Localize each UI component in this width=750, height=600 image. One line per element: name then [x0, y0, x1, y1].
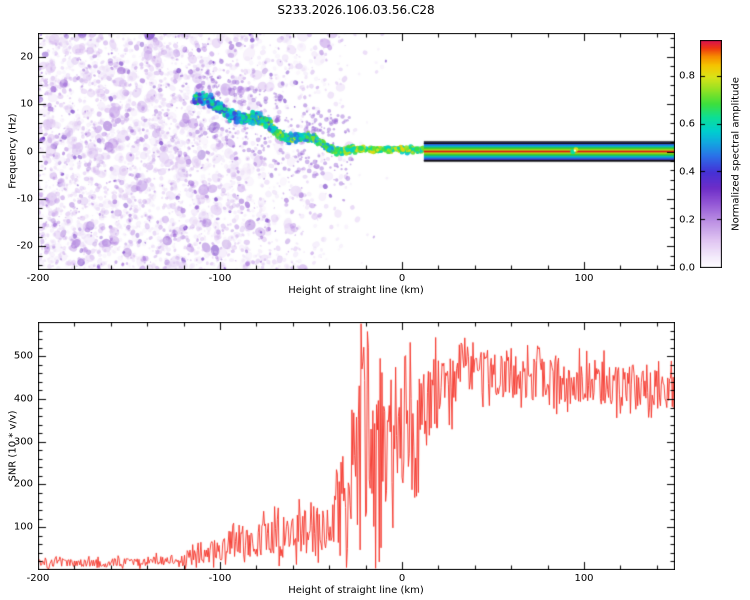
colorbar-tick-label: 0.6 — [679, 118, 695, 130]
snr-y-tick-label: 300 — [13, 436, 33, 448]
spectrogram-y-axis-label: Frequency (Hz) — [7, 113, 19, 189]
spectrogram-x-tick-label: -100 — [208, 273, 232, 284]
figure-title: S233.2026.106.03.56.C28 — [277, 3, 435, 17]
colorbar-label: Normalized spectral amplitude — [730, 77, 742, 231]
snr-y-tick-label: 100 — [13, 521, 33, 533]
spectrogram-y-tick-label: 10 — [20, 98, 33, 110]
colorbar-tick-label: 0.2 — [679, 214, 695, 226]
snr-plot-canvas — [38, 322, 675, 570]
snr-x-tick-label: 0 — [398, 573, 406, 584]
snr-y-tick-label: 500 — [13, 350, 33, 362]
spectrogram-y-tick-label: 0 — [26, 146, 33, 157]
colorbar-tick-label: 0.4 — [679, 166, 695, 178]
colorbar-tick-label: 0.8 — [679, 70, 695, 82]
snr-x-tick-label: -100 — [208, 573, 232, 584]
colorbar-tick-label: 0.0 — [679, 262, 695, 274]
spectrogram-x-axis-label: Height of straight line (km) — [288, 285, 424, 296]
snr-y-tick-label: 200 — [13, 478, 33, 490]
spectrogram-x-tick-label: 100 — [574, 273, 594, 284]
snr-x-tick-label: -200 — [26, 573, 50, 584]
spectrogram-canvas — [38, 33, 675, 270]
colorbar — [700, 40, 722, 268]
snr-x-tick-label: 100 — [574, 573, 594, 584]
snr-x-axis-label: Height of straight line (km) — [288, 585, 424, 596]
spectrogram-y-tick-label: -10 — [16, 193, 33, 205]
spectrogram-y-tick-label: 20 — [20, 51, 33, 63]
spectrogram-y-tick-label: -20 — [16, 240, 33, 252]
spectrogram-x-tick-label: 0 — [398, 273, 406, 284]
snr-y-tick-label: 400 — [13, 393, 33, 405]
spectrogram-x-tick-label: -200 — [26, 273, 50, 284]
